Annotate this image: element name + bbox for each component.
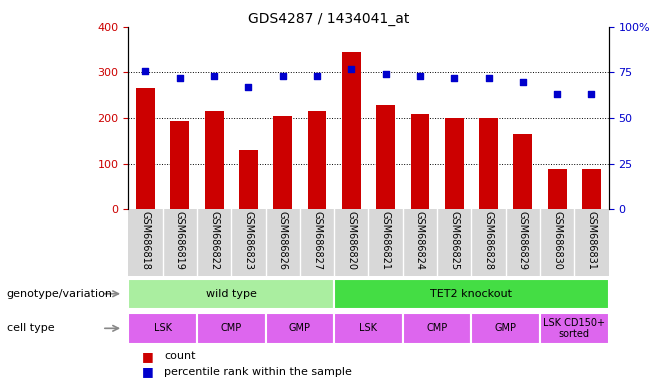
Bar — [376, 105, 395, 209]
Bar — [205, 111, 224, 209]
Point — [380, 71, 391, 78]
Text: count: count — [164, 351, 196, 361]
Text: wild type: wild type — [206, 289, 257, 299]
Text: CMP: CMP — [220, 323, 242, 333]
Bar — [136, 88, 155, 209]
Text: ■: ■ — [141, 350, 153, 363]
Text: LSK: LSK — [153, 323, 172, 333]
Bar — [445, 118, 464, 209]
Text: GMP: GMP — [289, 323, 311, 333]
Text: percentile rank within the sample: percentile rank within the sample — [164, 367, 353, 377]
Text: GSM686831: GSM686831 — [586, 211, 597, 270]
Text: GSM686830: GSM686830 — [552, 211, 562, 270]
Bar — [582, 169, 601, 209]
Text: LSK: LSK — [359, 323, 378, 333]
Text: cell type: cell type — [7, 323, 54, 333]
Text: GSM686819: GSM686819 — [175, 211, 185, 270]
Bar — [411, 114, 430, 209]
Point — [415, 73, 425, 79]
Point — [518, 79, 528, 85]
Text: TET2 knockout: TET2 knockout — [430, 289, 513, 299]
Point — [312, 73, 322, 79]
Text: ■: ■ — [141, 365, 153, 378]
Point — [209, 73, 219, 79]
Text: GSM686823: GSM686823 — [243, 211, 253, 270]
Point — [278, 73, 288, 79]
Point — [174, 75, 185, 81]
Point — [140, 68, 151, 74]
Bar — [197, 313, 266, 344]
Bar — [342, 52, 361, 209]
Text: GSM686821: GSM686821 — [380, 211, 391, 270]
Bar — [513, 134, 532, 209]
Text: GSM686829: GSM686829 — [518, 211, 528, 270]
Text: GSM686818: GSM686818 — [140, 211, 151, 270]
Text: GSM686822: GSM686822 — [209, 211, 219, 270]
Text: GDS4287 / 1434041_at: GDS4287 / 1434041_at — [248, 12, 410, 25]
Text: GSM686825: GSM686825 — [449, 211, 459, 270]
Point — [586, 91, 597, 98]
Text: GMP: GMP — [495, 323, 517, 333]
Bar — [479, 118, 498, 209]
Bar — [334, 279, 609, 310]
Bar — [307, 111, 326, 209]
Bar — [403, 313, 471, 344]
Point — [552, 91, 563, 98]
Bar — [471, 313, 540, 344]
Bar — [128, 313, 197, 344]
Bar — [128, 279, 334, 310]
Text: GSM686826: GSM686826 — [278, 211, 288, 270]
Text: CMP: CMP — [426, 323, 447, 333]
Bar — [266, 313, 334, 344]
Text: GSM686820: GSM686820 — [346, 211, 357, 270]
Text: genotype/variation: genotype/variation — [7, 289, 113, 299]
Bar — [170, 121, 190, 209]
Text: GSM686828: GSM686828 — [484, 211, 494, 270]
Bar — [239, 150, 258, 209]
Bar — [334, 313, 403, 344]
Point — [346, 66, 357, 72]
Point — [243, 84, 253, 90]
Bar — [547, 169, 567, 209]
Point — [449, 75, 459, 81]
Text: GSM686827: GSM686827 — [312, 211, 322, 270]
Text: GSM686824: GSM686824 — [415, 211, 425, 270]
Bar — [540, 313, 609, 344]
Bar — [273, 116, 292, 209]
Point — [483, 75, 494, 81]
Text: LSK CD150+
sorted: LSK CD150+ sorted — [544, 318, 605, 339]
